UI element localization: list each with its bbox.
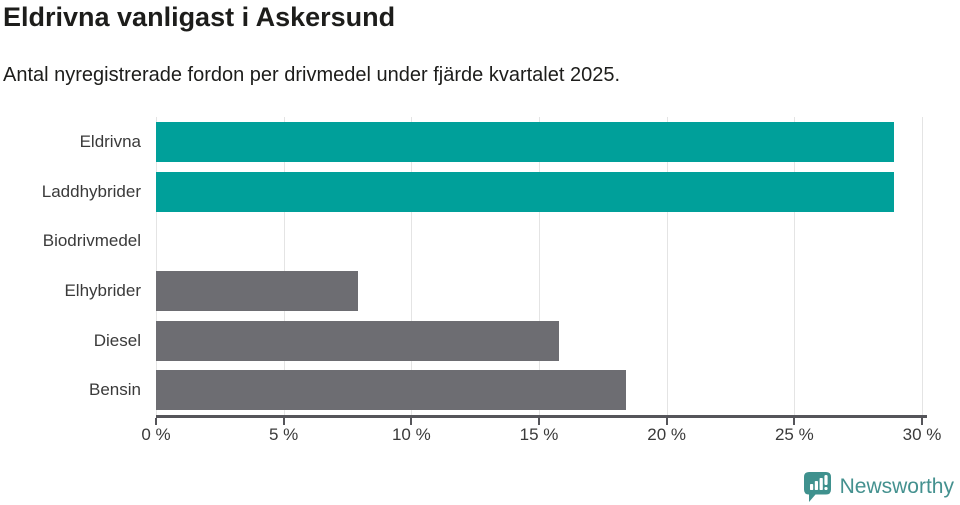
chart-row: Eldrivna — [0, 117, 922, 167]
brand-footer: Newsworthy — [803, 471, 954, 503]
category-label: Biodrivmedel — [42, 231, 141, 251]
x-tick-label: 15 % — [519, 425, 559, 444]
x-axis-tick — [282, 418, 285, 425]
x-axis-line — [156, 415, 927, 418]
x-tick-label: 30 % — [902, 425, 942, 444]
gridline — [411, 117, 413, 415]
chart-subtitle: Antal nyregistrerade fordon per drivmede… — [3, 64, 621, 86]
x-tick-label: 25 % — [774, 425, 814, 444]
gridline — [666, 117, 668, 415]
bar — [156, 121, 894, 162]
gridline — [922, 117, 923, 415]
plot-area: 0 % 5 % 10 % 15 % 20 % 25 % 30 % — [141, 117, 941, 444]
gridline — [156, 117, 157, 415]
x-axis-tick — [665, 418, 668, 425]
category-label: Eldrivna — [79, 131, 141, 151]
x-axis-tick — [538, 418, 540, 425]
bar-track — [156, 270, 922, 311]
brand-name: Newsworthy — [839, 475, 954, 498]
bar — [156, 320, 560, 361]
bar — [156, 270, 358, 311]
chart-row: Laddhybrider — [0, 167, 922, 217]
x-axis-tick — [155, 418, 157, 425]
page-title: Eldrivna vanligast i Askersund — [3, 2, 396, 32]
chart-rows: Eldrivna Laddhybrider Biodrivmedel Elhybrid… — [0, 117, 922, 415]
bar-track — [156, 121, 922, 162]
bar-track — [156, 171, 922, 212]
chart-row: Elhybrider — [0, 266, 922, 316]
x-tick-label: 20 % — [647, 425, 687, 444]
x-axis-tick — [410, 418, 413, 425]
gridline — [794, 117, 796, 415]
category-label: Elhybrider — [64, 280, 141, 300]
chart-row: Bensin — [0, 365, 922, 415]
bar-track — [156, 320, 922, 361]
category-label: Laddhybrider — [41, 181, 141, 201]
bar — [156, 370, 626, 411]
bar — [156, 171, 894, 212]
category-label: Bensin — [89, 380, 141, 400]
x-axis-tick — [793, 418, 796, 425]
x-tick-label: 0 % — [141, 425, 171, 444]
category-label: Diesel — [93, 330, 141, 350]
x-tick-label: 5 % — [269, 425, 299, 444]
bar-track — [156, 221, 922, 261]
x-tick-label: 10 % — [391, 425, 431, 444]
bar-track — [156, 370, 922, 411]
gridline — [539, 117, 540, 415]
chart-row: Biodrivmedel — [0, 216, 922, 266]
newsworthy-logo-icon — [803, 472, 831, 502]
chart-row: Diesel — [0, 316, 922, 366]
gridline — [283, 117, 285, 415]
bar-chart: 0 % 5 % 10 % 15 % 20 % 25 % 30 % Eldrivna Laddh… — [0, 117, 941, 457]
x-axis-tick — [921, 418, 923, 425]
